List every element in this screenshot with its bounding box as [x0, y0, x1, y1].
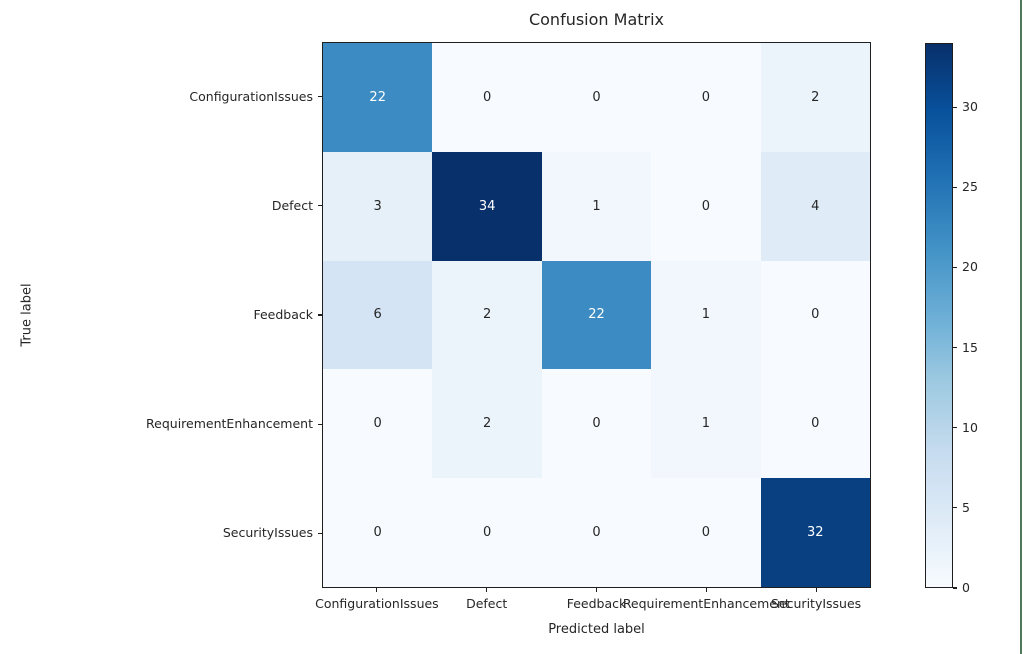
frame-border-line — [1020, 0, 1022, 654]
heatmap-cell: 1 — [651, 369, 761, 479]
y-tick-mark — [318, 423, 322, 425]
y-tick-mark — [318, 532, 322, 534]
colorbar-tick-label: 5 — [962, 499, 970, 515]
y-tick-mark — [318, 96, 322, 98]
heatmap-cell: 0 — [541, 478, 652, 587]
y-tick-label: Feedback — [253, 307, 313, 322]
x-axis-label: Predicted label — [548, 622, 645, 637]
heatmap-cell: 1 — [651, 260, 761, 370]
heatmap-cell: 2 — [432, 369, 542, 479]
colorbar-tick-label: 0 — [962, 580, 970, 595]
colorbar-tick-mark — [953, 507, 957, 509]
x-tick-mark — [376, 588, 378, 592]
heatmap-cell: 34 — [432, 151, 542, 261]
y-tick-label: RequirementEnhancement — [146, 416, 313, 432]
heatmap-cell: 2 — [760, 43, 870, 152]
x-tick-mark — [595, 588, 598, 592]
y-tick-label: Defect — [271, 197, 313, 213]
x-tick-label: RequirementEnhancement — [622, 596, 790, 611]
y-tick-mark — [318, 314, 322, 316]
heatmap-cell: 0 — [760, 260, 870, 370]
colorbar-tick-label: 20 — [962, 259, 978, 275]
y-tick-label: ConfigurationIssues — [189, 88, 313, 104]
colorbar-tick-mark — [953, 427, 957, 429]
heatmap-cell: 0 — [323, 369, 433, 479]
x-tick-label: SecurityIssues — [771, 596, 862, 611]
heatmap-cell: 0 — [651, 43, 761, 152]
heatmap-cell: 2 — [432, 260, 542, 370]
colorbar-tick-label: 10 — [962, 419, 978, 435]
y-tick-label: SecurityIssues — [222, 525, 313, 541]
x-tick-mark — [486, 588, 488, 592]
heatmap-cell: 0 — [541, 369, 652, 479]
colorbar-tick-label: 15 — [962, 339, 978, 355]
y-tick-mark — [318, 205, 322, 207]
heatmap-cell: 0 — [651, 478, 761, 587]
colorbar-tick-label: 30 — [962, 99, 978, 115]
heatmap-cell: 1 — [541, 151, 652, 261]
heatmap-cell: 32 — [760, 478, 870, 587]
x-tick-mark — [705, 588, 707, 592]
heatmap-cell: 6 — [323, 260, 433, 370]
heatmap-cell: 3 — [323, 151, 433, 261]
heatmap-cell: 0 — [651, 151, 761, 261]
heatmap-cell: 0 — [432, 43, 542, 152]
heatmap: 22 0 0 0 2 3 34 1 0 4 6 2 22 1 0 0 2 0 1 0 0 0 0 0 32 — [322, 42, 871, 588]
colorbar-tick-mark — [953, 266, 957, 268]
colorbar — [925, 43, 953, 588]
chart-title: Confusion Matrix — [528, 10, 665, 29]
colorbar-tick-mark — [953, 346, 957, 349]
x-tick-mark — [815, 588, 817, 592]
colorbar-tick-mark — [953, 186, 957, 188]
heatmap-cell: 22 — [323, 43, 433, 152]
heatmap-cell: 0 — [541, 43, 652, 152]
x-tick-label: Defect — [466, 596, 508, 611]
heatmap-cell: 0 — [323, 478, 433, 587]
heatmap-cell: 0 — [432, 478, 542, 587]
colorbar-tick-mark — [953, 587, 957, 589]
heatmap-cell: 0 — [760, 369, 870, 479]
heatmap-cell: 4 — [760, 151, 870, 261]
heatmap-cell: 22 — [541, 260, 652, 370]
x-tick-label: ConfigurationIssues — [315, 596, 439, 611]
x-tick-label: Feedback — [566, 596, 627, 611]
colorbar-tick-label: 25 — [962, 179, 978, 195]
colorbar-tick-mark — [953, 106, 957, 108]
